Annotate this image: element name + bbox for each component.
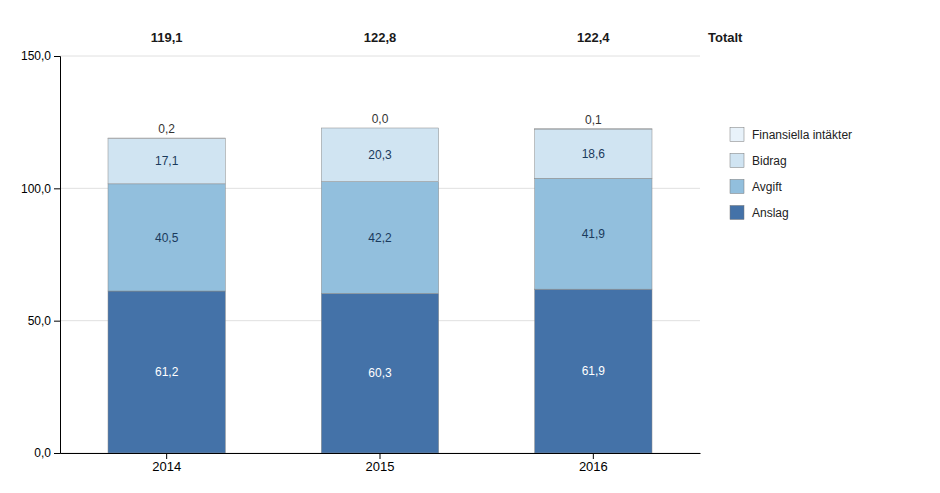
grid xyxy=(60,56,700,453)
x-tick-label: 2014 xyxy=(152,459,181,474)
y-tick: 150,0 xyxy=(21,49,60,63)
grid-line xyxy=(60,56,700,57)
bar xyxy=(108,291,225,453)
total-label: 122,8 xyxy=(364,30,397,45)
bars xyxy=(108,128,652,453)
x-axis: 2014 2015 2016 xyxy=(61,453,701,474)
annotations: 119,1 122,8 122,4 Totalt xyxy=(151,30,743,45)
y-tick-label: 0,0 xyxy=(34,446,51,460)
y-tick-mark xyxy=(54,188,60,189)
legend-item: Avgift xyxy=(730,179,782,193)
legend-label: Anslag xyxy=(752,206,789,220)
total-label: 119,1 xyxy=(151,30,183,45)
x-tick: 2014 xyxy=(152,453,181,474)
bar xyxy=(535,289,652,453)
data-label: 0,2 xyxy=(158,122,175,136)
legend-item: Finansiella intäkter xyxy=(730,127,852,141)
data-label: 60,3 xyxy=(368,366,392,380)
x-tick: 2016 xyxy=(579,453,608,474)
legend-item: Bidrag xyxy=(730,153,787,167)
legend-label: Avgift xyxy=(752,180,782,194)
legend-swatch xyxy=(730,127,744,141)
total-label: 122,4 xyxy=(577,30,610,45)
data-label: 61,2 xyxy=(155,365,179,379)
bar xyxy=(108,138,225,140)
bar xyxy=(321,293,438,453)
bar xyxy=(321,182,438,294)
data-label: 42,2 xyxy=(368,231,392,245)
data-label: 0,0 xyxy=(372,112,389,126)
bar xyxy=(535,128,652,129)
legend-item: Anslag xyxy=(730,205,789,219)
legend-swatch xyxy=(730,205,744,219)
bar xyxy=(321,127,438,128)
plot: 0,050,0100,0150,020142015201661,260,361,… xyxy=(21,30,743,474)
y-tick-label: 100,0 xyxy=(21,182,51,196)
bar-series xyxy=(108,129,652,139)
y-tick: 100,0 xyxy=(21,182,60,196)
bar xyxy=(535,178,652,289)
bar xyxy=(535,129,652,178)
x-tick-mark xyxy=(380,453,381,459)
bar xyxy=(108,139,225,184)
x-tick: 2015 xyxy=(366,453,395,474)
bar xyxy=(108,184,225,291)
data-labels: 61,2 60,3 61,9 40,5 42,2 41,9 17,1 20,3 18,6 0,2 0… xyxy=(155,112,605,380)
y-tick-label: 150,0 xyxy=(21,49,51,63)
legend: Finansiella intäkter Bidrag Avgift Anslag xyxy=(730,127,852,219)
y-tick: 0,0 xyxy=(34,446,60,460)
chart: 0,050,0100,0150,020142015201661,260,361,… xyxy=(0,0,940,493)
y-tick: 50,0 xyxy=(28,314,60,328)
total-heading: Totalt xyxy=(708,30,743,45)
legend-label: Finansiella intäkter xyxy=(752,128,852,142)
x-tick-label: 2016 xyxy=(579,459,608,474)
data-label: 41,9 xyxy=(582,227,606,241)
y-axis: 0,0 50,0 100,0 150,0 xyxy=(21,49,61,460)
y-axis-line xyxy=(54,57,61,454)
data-label: 40,5 xyxy=(155,231,179,245)
x-tick-label: 2015 xyxy=(366,459,395,474)
y-tick-mark xyxy=(54,56,60,57)
legend-swatch xyxy=(730,179,744,193)
y-tick-label: 50,0 xyxy=(28,314,52,328)
x-tick-mark xyxy=(166,453,167,459)
data-label: 0,1 xyxy=(585,113,602,127)
data-label: 17,1 xyxy=(155,154,179,168)
legend-swatch xyxy=(730,153,744,167)
bar-series xyxy=(108,128,652,184)
bar-series xyxy=(108,289,652,453)
legend-label: Bidrag xyxy=(752,154,787,168)
bar xyxy=(321,128,438,182)
bar-series xyxy=(108,178,652,293)
data-label: 18,6 xyxy=(582,147,606,161)
data-label: 20,3 xyxy=(368,148,392,162)
data-label: 61,9 xyxy=(582,364,606,378)
y-tick-mark xyxy=(54,453,60,454)
y-tick-mark xyxy=(54,321,60,322)
x-tick-mark xyxy=(593,453,594,459)
